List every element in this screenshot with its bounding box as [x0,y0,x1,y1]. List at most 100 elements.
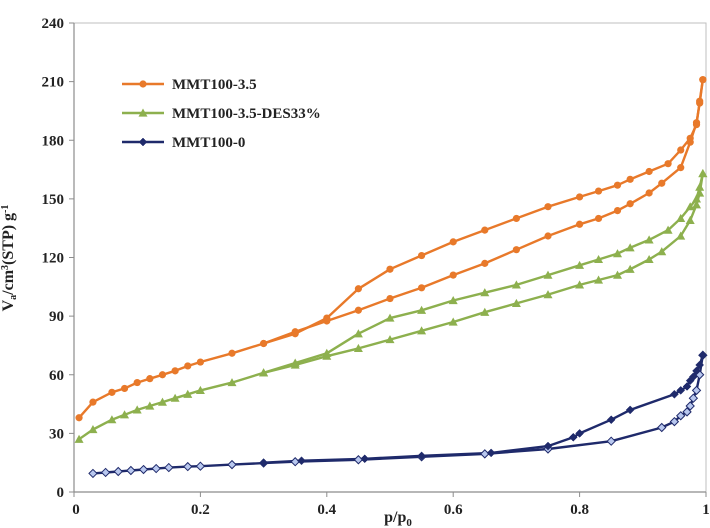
adsorption-point [290,457,300,467]
desorption-point [576,193,584,201]
desorption-point [626,175,634,183]
adsorption-point [88,424,98,434]
desorption-point [291,330,299,338]
desorption-point [418,251,426,260]
desorption-point [544,203,552,211]
adsorption-point [544,232,552,240]
desorption-point [695,360,705,370]
adsorption-point [108,388,116,396]
legend-marker [138,108,148,117]
adsorption-point [448,317,458,326]
desorption-point [682,382,692,391]
adsorption-point [386,294,394,303]
adsorption-point [682,407,692,417]
adsorption-point [449,271,457,279]
adsorption-point [227,378,237,387]
desorption-point [543,441,553,451]
adsorption-point [480,449,490,459]
desorption-point [486,448,496,458]
adsorption-point [88,468,98,479]
adsorption-point [657,247,667,256]
desorption-point [353,329,363,338]
legend-marker [139,80,147,88]
adsorption-point [685,401,695,411]
adsorption-point [145,401,155,410]
desorption-point [606,415,616,425]
y-tick-label: 150 [42,192,65,208]
desorption-point [699,76,707,84]
adsorption-point [418,284,426,292]
adsorption-point [688,393,699,403]
desorption-point [677,146,685,154]
legend-item: MMT100-3.5 [122,77,257,93]
legend-marker [138,137,148,147]
desorption-point [664,160,672,168]
desorption-point [625,243,635,252]
adsorption-point [669,416,680,427]
y-tick-label: 120 [42,251,65,267]
x-tick-label: 0.4 [317,502,336,518]
adsorption-point [138,464,149,475]
adsorption-line [92,355,704,475]
desorption-point [644,235,654,244]
adsorption-point [120,384,129,393]
x-tick-label: 0.8 [570,502,589,518]
desorption-point [385,313,395,322]
desorption-point [449,238,457,246]
adsorption-point [657,422,667,433]
desorption-point [692,121,701,129]
adsorption-point [151,463,161,474]
y-tick-label: 30 [49,426,64,442]
adsorption-point [120,410,130,419]
adsorption-point [685,215,695,224]
adsorption-point [676,411,686,421]
x-tick-label: 0.6 [444,502,463,518]
desorption-point [625,405,635,415]
adsorption-point [658,179,666,187]
y-axis-title: Va/cm3(STP) g-1 [0,205,19,312]
x-tick-label: 0 [72,502,80,518]
y-tick-label: 240 [42,16,65,32]
desorption-point [663,225,673,234]
desorption-point [575,260,585,269]
adsorption-line [78,79,704,419]
adsorption-point [170,393,180,402]
adsorption-point [625,264,635,273]
adsorption-point [196,358,204,366]
adsorption-point [171,367,179,375]
adsorption-point [575,280,585,289]
desorption-point [354,285,362,293]
adsorption-point [74,434,84,443]
adsorption-point [100,467,111,478]
x-axis-ticks: 0 0.2 0.4 0.6 0.8 1 [72,492,710,518]
adsorption-point [184,362,192,370]
desorption-line [263,354,704,464]
y-tick-label: 0 [57,485,65,501]
adsorption-point [613,270,623,279]
desorption-point [386,265,394,273]
desorption-point [322,348,332,357]
adsorption-point [132,405,142,414]
desorption-point [360,454,370,464]
adsorption-point [158,371,167,379]
x-axis-title: p/p0 [384,509,412,528]
y-tick-label: 180 [42,133,65,149]
adsorption-point [183,461,193,472]
desorption-point [594,187,603,195]
legend-label: MMT100-0 [172,135,245,151]
desorption-point [511,280,521,289]
y-tick-label: 60 [49,368,64,384]
adsorption-point [353,455,364,465]
desorption-point [594,254,604,264]
legend: MMT100-3.5 MMT100-3.5-DES33% MMT100-0 [122,77,321,151]
adsorption-point [512,246,521,254]
adsorption-point [354,306,362,314]
series-mmt100-3-5 [75,76,707,422]
desorption-point [417,451,426,461]
desorption-point [417,305,427,314]
desorption-point [481,226,489,234]
adsorption-point [695,188,705,197]
desorption-point [698,350,708,360]
desorption-point [695,182,705,191]
